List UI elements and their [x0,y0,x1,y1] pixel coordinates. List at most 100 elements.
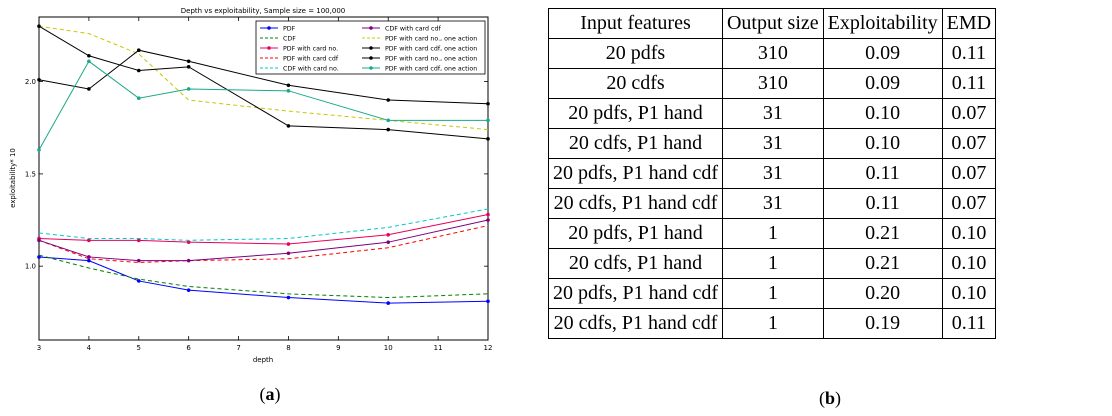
x-tick-label: 10 [384,344,393,352]
data-point [286,83,291,88]
cell-output-size: 1 [721,248,824,279]
data-point [136,279,141,283]
x-tick-label: 11 [434,344,443,352]
cell-exploitability: 0.11 [822,188,943,219]
cell-input-features: 20 pdfs, P1 hand cdf [548,278,723,309]
cell-exploitability: 0.19 [822,308,943,339]
data-point [186,59,191,64]
cell-output-size: 31 [721,158,824,189]
legend-marker [369,56,373,60]
data-point [87,255,91,259]
data-point [37,148,41,152]
table-body: 20 pdfs 310 0.09 0.11 20 cdfs 310 0.09 0.11 20 p… [548,38,997,339]
legend-label: PDF with card cdf, one action [385,45,477,52]
table-row: 20 pdfs, P1 hand 31 0.10 0.07 [548,98,997,129]
table-row: 20 pdfs, P1 hand cdf 31 0.11 0.07 [548,158,997,189]
data-point [386,127,391,132]
cell-output-size: 1 [721,278,824,309]
caption-a: (a) [259,384,281,404]
data-point [486,212,490,217]
data-point [286,251,291,256]
legend-label: CDF with card cdf [385,25,441,32]
cell-output-size: 310 [721,68,824,99]
data-point [87,238,91,243]
x-tick-label: 8 [286,344,290,352]
legend-marker [369,46,373,50]
data-point [136,68,141,73]
data-point [486,118,490,123]
x-tick-label: 5 [137,344,141,352]
cell-exploitability: 0.21 [822,218,943,249]
cell-output-size: 1 [721,308,824,339]
table-row: 20 pdfs, P1 hand cdf 1 0.20 0.10 [548,278,997,309]
data-point [186,87,191,91]
y-tick-label: 1.5 [25,170,36,178]
x-tick-label: 7 [236,344,240,352]
data-point [186,65,191,69]
data-point [486,218,490,222]
data-point [87,87,91,91]
caption-b-letter: b [824,388,835,408]
cell-exploitability: 0.10 [822,98,943,129]
data-point [37,77,41,82]
table-header-row: Input features Output size Exploitabilit… [548,8,997,39]
x-tick-label: 6 [186,344,191,352]
data-point [386,240,391,244]
x-tick-label: 12 [484,344,493,352]
caption-a-letter: a [265,384,275,404]
caption-b: (b) [818,388,841,408]
cell-emd: 0.07 [941,188,997,219]
y-tick-label: 1.0 [25,263,36,271]
data-point [136,258,141,263]
cell-input-features: 20 cdfs, P1 hand [548,248,723,279]
series-line [38,254,489,299]
data-point [286,124,291,128]
series-group [37,24,490,305]
cell-emd: 0.11 [941,308,997,339]
data-point [136,238,141,243]
cell-emd: 0.07 [941,158,997,189]
legend-label: PDF with card no., one action [385,35,477,42]
data-point [136,48,141,53]
table-row: 20 cdfs, P1 hand cdf 1 0.19 0.11 [548,308,997,339]
data-point [486,137,490,141]
data-point [37,238,41,243]
data-point [386,98,391,102]
table-row: 20 cdfs, P1 hand 1 0.21 0.10 [548,248,997,279]
line-chart: Depth vs exploitability, Sample size = 1… [9,7,493,364]
cell-input-features: 20 pdfs, P1 hand [548,98,723,129]
table-row: 20 cdfs, P1 hand 31 0.10 0.07 [548,128,997,159]
legend-marker [267,46,271,50]
legend-label: PDF [283,25,296,32]
cell-emd: 0.10 [941,218,997,249]
header-output-size: Output size [721,8,824,39]
results-table: Input features Output size Exploitabilit… [548,8,997,339]
cell-output-size: 310 [721,38,824,69]
legend-label: PDF with card cdf, one action [385,65,477,72]
series-line [38,208,489,241]
legend-label: PDF with card no., one action [385,55,477,62]
cell-input-features: 20 cdfs, P1 hand [548,128,723,159]
data-point [87,59,91,64]
y-axis-label: exploitability* 10 [9,148,17,208]
chart-title: Depth vs exploitability, Sample size = 1… [181,7,345,15]
cell-emd: 0.10 [941,278,997,309]
data-point [87,53,91,58]
table-row: 20 pdfs, P1 hand 1 0.21 0.10 [548,218,997,249]
data-point [386,301,391,305]
cell-exploitability: 0.11 [822,158,943,189]
cell-exploitability: 0.09 [822,68,943,99]
legend-label: PDF with card no. [283,45,338,52]
x-tick-label: 3 [37,344,41,352]
cell-emd: 0.11 [941,68,997,99]
cell-exploitability: 0.20 [822,278,943,309]
x-tick-label: 4 [87,344,92,352]
cell-emd: 0.07 [941,98,997,129]
cell-emd: 0.10 [941,248,997,279]
data-point [386,118,391,123]
data-point [186,240,191,244]
table-row: 20 cdfs, P1 hand cdf 31 0.11 0.07 [548,188,997,219]
cell-output-size: 31 [721,188,824,219]
x-axis-label: depth [253,356,273,364]
data-point [486,101,490,106]
